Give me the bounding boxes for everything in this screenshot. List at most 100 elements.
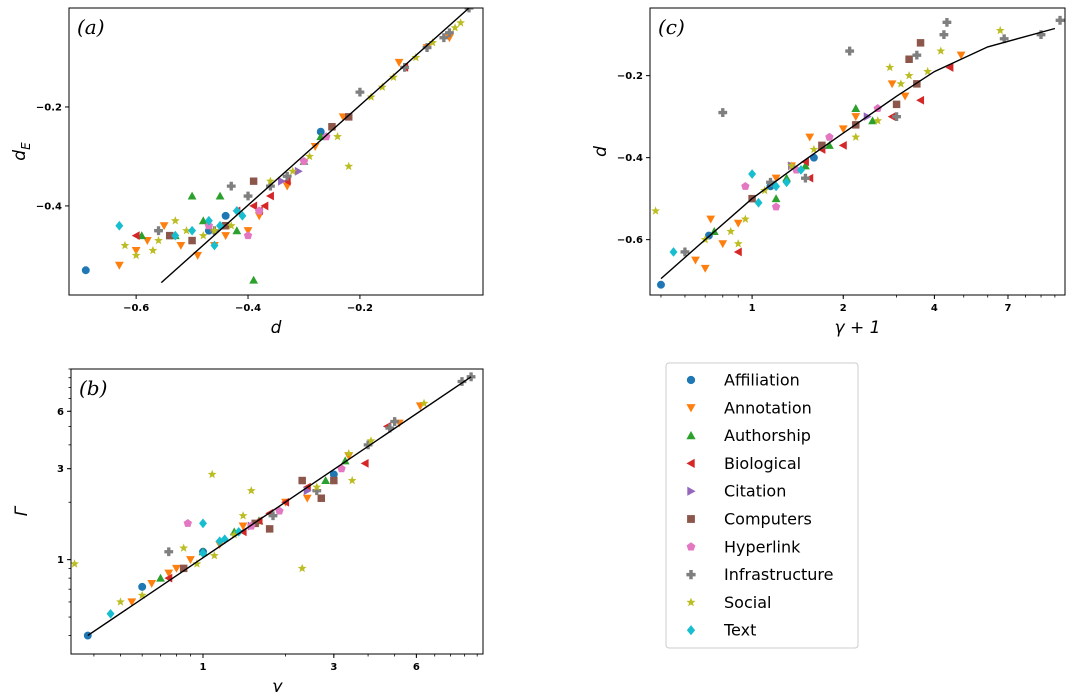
point-a-annotation — [243, 227, 253, 236]
point-a-text — [238, 210, 247, 221]
legend-marker-pentagon — [686, 542, 696, 551]
point-a-computers — [249, 177, 258, 185]
point-b-social — [71, 559, 79, 568]
x-tick-label: −0.4 — [235, 303, 261, 314]
point-a-social — [377, 82, 387, 91]
point-c-social — [923, 66, 933, 76]
fit-line — [660, 27, 1056, 280]
point-c-infrastructure — [939, 30, 949, 40]
point-b-affiliation — [138, 582, 147, 591]
y-tick-label: −0.4 — [617, 153, 643, 164]
point-c-text — [748, 169, 757, 179]
point-c-biological — [801, 157, 809, 167]
panel-label: (b) — [79, 376, 107, 400]
legend-marker-diamond — [686, 625, 696, 636]
point-b-computers — [265, 525, 274, 533]
point-b-hyperlink — [183, 518, 192, 527]
point-c-annotation — [691, 256, 700, 265]
legend-label: Biological — [724, 454, 801, 473]
point-a-authorship — [198, 216, 208, 225]
point-a-infrastructure — [400, 62, 410, 72]
point-c-infrastructure — [892, 112, 901, 122]
fit-line — [87, 376, 472, 637]
point-c-affiliation — [657, 280, 665, 289]
point-c-authorship — [771, 194, 781, 203]
point-c-social — [733, 239, 743, 248]
point-a-biological — [260, 201, 269, 211]
point-b-text — [199, 518, 207, 529]
point-b-hyperlink — [275, 506, 284, 515]
point-a-social — [120, 240, 130, 250]
point-b-authorship — [340, 456, 350, 465]
legend: Affiliation Annotation Authorship Biologica… — [665, 362, 859, 649]
point-c-text — [772, 181, 781, 192]
legend-label: Social — [724, 593, 771, 612]
point-b-social — [246, 486, 256, 495]
legend-marker-triangle-down — [686, 404, 696, 413]
point-a-annotation — [114, 261, 124, 270]
point-b-text — [234, 526, 243, 537]
point-b-annotation — [344, 452, 354, 461]
point-a-social — [288, 166, 298, 176]
x-tick-label: 3 — [330, 662, 337, 673]
point-c-infrastructure — [766, 177, 775, 187]
point-b-social — [297, 563, 307, 573]
point-b-infrastructure — [363, 440, 373, 450]
legend-label: Hyperlink — [724, 537, 801, 556]
point-a-social — [226, 221, 236, 230]
point-b-social — [179, 543, 189, 552]
point-b-annotation — [238, 522, 248, 531]
point-c-annotation — [851, 113, 861, 122]
legend-entry-computers: Computers — [687, 510, 812, 529]
point-c-annotation — [771, 174, 781, 183]
x-tick-label: −0.2 — [347, 303, 373, 314]
point-a-infrastructure — [439, 33, 449, 43]
legend-frame — [665, 362, 859, 649]
data-points — [651, 15, 1065, 289]
panel-label: (a) — [77, 15, 105, 39]
point-c-computers — [916, 39, 925, 47]
y-axis-label: d — [591, 146, 611, 157]
axes-frame — [68, 7, 484, 296]
point-a-social — [450, 23, 460, 32]
data-points — [71, 372, 476, 640]
point-c-social — [904, 71, 914, 80]
y-axis-label: dE — [10, 142, 33, 161]
y-tick-label: 6 — [57, 407, 64, 418]
point-c-social — [873, 116, 883, 125]
point-b-social — [347, 475, 357, 485]
legend-entry-annotation: Annotation — [686, 398, 812, 417]
point-a-social — [389, 72, 398, 82]
point-b-annotation — [302, 494, 312, 503]
legend-label: Citation — [724, 482, 786, 501]
point-c-text — [669, 247, 678, 257]
point-c-infrastructure — [718, 108, 728, 117]
point-a-text — [232, 206, 241, 216]
point-a-affiliation — [221, 211, 230, 220]
point-a-infrastructure — [282, 171, 292, 181]
point-b-biological — [360, 458, 369, 468]
y-tick-label: 3 — [57, 464, 64, 475]
point-b-infrastructure — [457, 377, 467, 386]
legend-entry-infrastructure: Infrastructure — [686, 565, 833, 584]
point-b-social — [192, 559, 202, 568]
legend-entry-citation: Citation — [687, 482, 786, 501]
point-c-text — [754, 197, 763, 208]
point-c-social — [726, 226, 736, 236]
point-a-biological — [266, 191, 274, 201]
legend-entry-affiliation: Affiliation — [686, 371, 800, 390]
point-a-infrastructure — [445, 28, 454, 38]
point-c-social — [651, 206, 660, 215]
y-tick-label: 1 — [57, 555, 64, 566]
point-c-infrastructure — [1036, 30, 1046, 40]
point-a-social — [344, 161, 354, 171]
y-axis-label: Γ — [12, 505, 32, 516]
point-b-social — [209, 550, 219, 560]
point-c-infrastructure — [942, 17, 952, 27]
point-a-social — [266, 176, 275, 185]
point-b-text — [220, 534, 229, 545]
point-a-annotation — [193, 251, 203, 260]
y-tick-label: −0.2 — [36, 102, 62, 113]
point-c-infrastructure — [845, 46, 855, 56]
